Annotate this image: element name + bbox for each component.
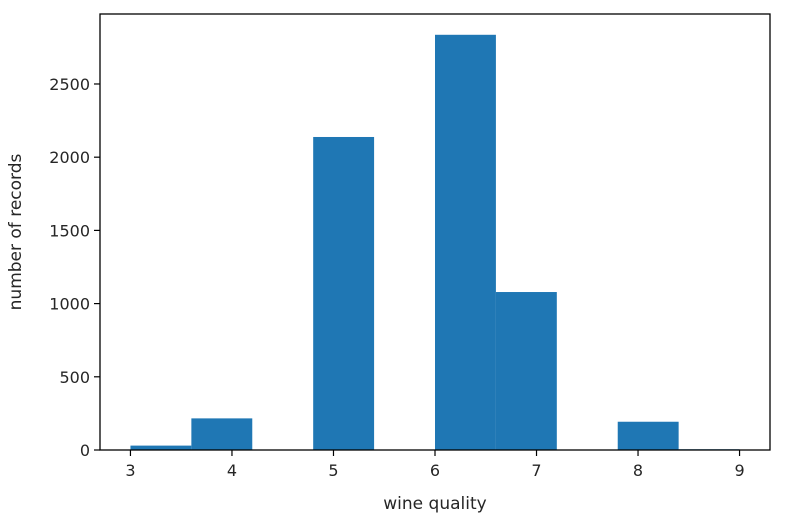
- x-tick-label: 3: [125, 461, 135, 480]
- y-tick-label: 2500: [49, 75, 90, 94]
- y-tick-label: 1000: [49, 295, 90, 314]
- histogram-bar: [130, 445, 192, 450]
- x-tick-label: 4: [227, 461, 237, 480]
- y-tick-label: 2000: [49, 148, 90, 167]
- x-tick-label: 8: [633, 461, 643, 480]
- x-axis-label: wine quality: [383, 494, 486, 514]
- x-tick-label: 7: [531, 461, 541, 480]
- histogram-bar: [191, 418, 253, 450]
- y-axis-label: number of records: [6, 154, 26, 311]
- histogram-bar: [617, 421, 679, 450]
- histogram-bar: [313, 136, 375, 450]
- x-tick-label: 6: [430, 461, 440, 480]
- histogram-bar: [435, 34, 496, 450]
- histogram-bar: [495, 292, 557, 450]
- ticks-layer: 3 4 5 6 7 8 9 0 500 1000 1500 2000 2500: [49, 75, 744, 480]
- x-tick-label: 9: [734, 461, 744, 480]
- x-tick-label: 5: [328, 461, 338, 480]
- y-tick-label: 500: [59, 368, 90, 387]
- bars-layer: [130, 34, 740, 450]
- y-tick-label: 1500: [49, 221, 90, 240]
- y-tick-label: 0: [80, 441, 90, 460]
